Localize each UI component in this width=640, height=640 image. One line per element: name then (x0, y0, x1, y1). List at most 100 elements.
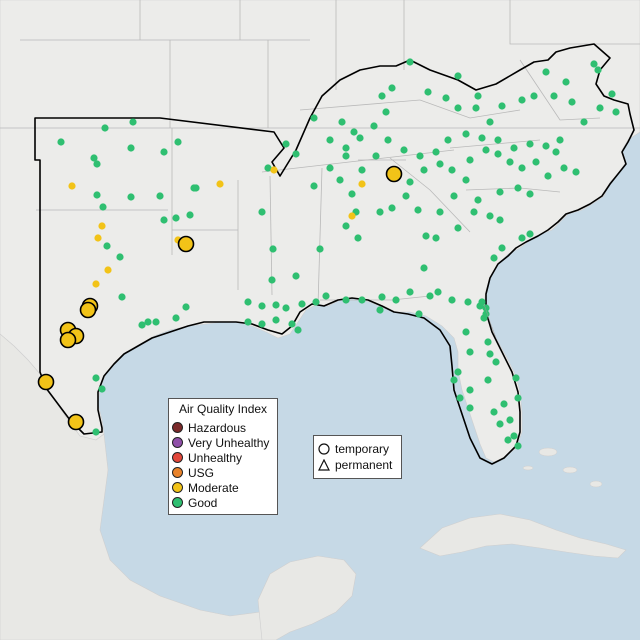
site-good-marker[interactable] (172, 314, 180, 322)
site-good-marker[interactable] (372, 152, 380, 160)
site-good-marker[interactable] (402, 192, 410, 200)
site-good-marker[interactable] (432, 148, 440, 156)
site-good-marker[interactable] (454, 224, 462, 232)
site-good-marker[interactable] (556, 136, 564, 144)
site-good-marker[interactable] (358, 296, 366, 304)
site-good-marker[interactable] (400, 146, 408, 154)
site-good-marker[interactable] (127, 144, 135, 152)
site-good-marker[interactable] (258, 208, 266, 216)
site-good-marker[interactable] (580, 118, 588, 126)
site-good-marker[interactable] (342, 222, 350, 230)
site-good-marker[interactable] (486, 212, 494, 220)
site-good-marker[interactable] (103, 242, 111, 250)
site-moderate-marker[interactable] (92, 280, 100, 288)
site-good-marker[interactable] (156, 192, 164, 200)
site-good-marker[interactable] (388, 84, 396, 92)
site-good-marker[interactable] (472, 104, 480, 112)
site-good-marker[interactable] (486, 350, 494, 358)
site-good-marker[interactable] (518, 96, 526, 104)
site-good-marker[interactable] (127, 193, 135, 201)
site-good-marker[interactable] (182, 303, 190, 311)
site-good-marker[interactable] (434, 288, 442, 296)
site-moderate-marker[interactable] (270, 166, 278, 174)
site-good-marker[interactable] (378, 293, 386, 301)
site-good-marker[interactable] (316, 245, 324, 253)
site-good-marker[interactable] (530, 92, 538, 100)
site-good-marker[interactable] (118, 293, 126, 301)
site-good-marker[interactable] (416, 152, 424, 160)
site-good-marker[interactable] (406, 288, 414, 296)
site-good-marker[interactable] (326, 164, 334, 172)
site-good-marker[interactable] (496, 216, 504, 224)
site-good-marker[interactable] (462, 130, 470, 138)
site-good-marker[interactable] (326, 136, 334, 144)
site-good-marker[interactable] (506, 158, 514, 166)
site-good-marker[interactable] (310, 114, 318, 122)
site-good-marker[interactable] (288, 320, 296, 328)
site-moderate-marker[interactable] (216, 180, 224, 188)
site-good-marker[interactable] (482, 304, 490, 312)
site-good-marker[interactable] (612, 108, 620, 116)
site-good-marker[interactable] (378, 92, 386, 100)
site-good-marker[interactable] (450, 376, 458, 384)
site-good-marker[interactable] (474, 196, 482, 204)
site-good-marker[interactable] (484, 376, 492, 384)
site-moderate-temporary-marker[interactable] (385, 165, 403, 183)
site-good-marker[interactable] (466, 386, 474, 394)
site-good-marker[interactable] (514, 184, 522, 192)
site-good-marker[interactable] (172, 214, 180, 222)
site-moderate-marker[interactable] (348, 212, 356, 220)
site-moderate-temporary-marker[interactable] (37, 373, 55, 391)
site-good-marker[interactable] (342, 296, 350, 304)
site-good-marker[interactable] (174, 138, 182, 146)
site-good-marker[interactable] (466, 404, 474, 412)
site-good-marker[interactable] (426, 292, 434, 300)
site-good-marker[interactable] (258, 302, 266, 310)
site-good-marker[interactable] (478, 134, 486, 142)
site-good-marker[interactable] (560, 164, 568, 172)
site-good-marker[interactable] (57, 138, 65, 146)
site-good-marker[interactable] (478, 298, 486, 306)
site-good-marker[interactable] (298, 300, 306, 308)
site-good-marker[interactable] (358, 166, 366, 174)
site-good-marker[interactable] (498, 102, 506, 110)
site-good-marker[interactable] (92, 428, 100, 436)
site-good-marker[interactable] (454, 104, 462, 112)
site-good-marker[interactable] (312, 298, 320, 306)
site-good-marker[interactable] (292, 150, 300, 158)
site-good-marker[interactable] (258, 320, 266, 328)
site-good-marker[interactable] (269, 245, 277, 253)
site-good-marker[interactable] (244, 318, 252, 326)
site-good-marker[interactable] (510, 144, 518, 152)
site-good-marker[interactable] (490, 408, 498, 416)
site-moderate-marker[interactable] (68, 182, 76, 190)
site-good-marker[interactable] (498, 244, 506, 252)
site-good-marker[interactable] (336, 176, 344, 184)
site-moderate-marker[interactable] (94, 234, 102, 242)
site-good-marker[interactable] (138, 321, 146, 329)
site-good-marker[interactable] (272, 301, 280, 309)
site-good-marker[interactable] (490, 254, 498, 262)
site-good-marker[interactable] (264, 164, 272, 172)
site-good-marker[interactable] (268, 276, 276, 284)
site-good-marker[interactable] (494, 136, 502, 144)
site-good-marker[interactable] (338, 118, 346, 126)
site-good-marker[interactable] (494, 150, 502, 158)
site-good-marker[interactable] (496, 420, 504, 428)
site-good-marker[interactable] (552, 148, 560, 156)
site-good-marker[interactable] (432, 234, 440, 242)
site-good-marker[interactable] (186, 211, 194, 219)
site-good-marker[interactable] (550, 92, 558, 100)
site-good-marker[interactable] (272, 316, 280, 324)
site-good-marker[interactable] (462, 176, 470, 184)
site-good-marker[interactable] (532, 158, 540, 166)
site-good-marker[interactable] (442, 94, 450, 102)
site-good-marker[interactable] (466, 348, 474, 356)
site-good-marker[interactable] (526, 140, 534, 148)
site-good-marker[interactable] (99, 203, 107, 211)
site-good-marker[interactable] (376, 306, 384, 314)
site-good-marker[interactable] (116, 253, 124, 261)
site-good-marker[interactable] (514, 394, 522, 402)
site-good-marker[interactable] (190, 184, 198, 192)
site-good-marker[interactable] (542, 142, 550, 150)
